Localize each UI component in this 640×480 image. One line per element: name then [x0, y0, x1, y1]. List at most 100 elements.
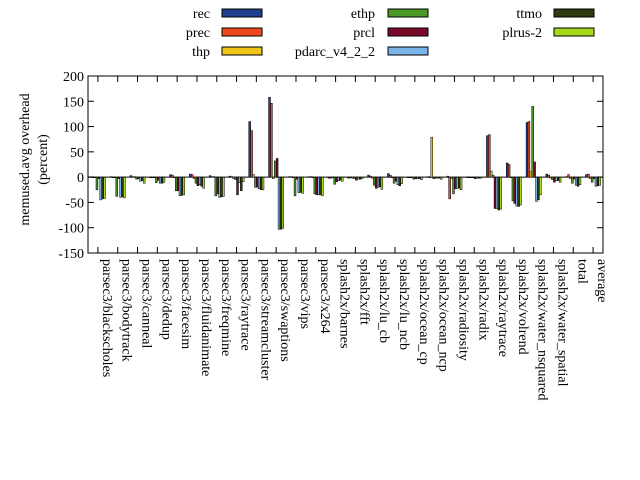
x-tick-label: total: [574, 259, 589, 284]
bar-prcl: [315, 176, 318, 196]
bar-ethp: [392, 176, 396, 184]
bar-ttmo: [259, 176, 263, 191]
bar-thp: [133, 176, 136, 178]
bar-ethp: [174, 176, 178, 192]
bar-plrus-2: [558, 176, 562, 183]
bar-thp: [410, 176, 414, 178]
bar-plrus-2: [281, 176, 285, 229]
legend-swatch: [387, 46, 429, 56]
x-tick-label: parsec3/bodytrack: [119, 259, 134, 362]
bar-rec: [347, 176, 350, 179]
bar-rec: [307, 176, 311, 178]
legend-label: prcl: [353, 26, 375, 41]
bar-prec: [428, 176, 432, 178]
y-tick-label: 0: [77, 171, 84, 186]
bar-prcl: [256, 176, 259, 188]
bar-rec: [486, 135, 489, 178]
y-label-line: memused.avg overhead: [18, 93, 33, 225]
bar-prcl: [553, 176, 556, 183]
bar-prcl: [137, 176, 140, 179]
bar-prec: [111, 176, 115, 178]
bar-ethp: [234, 176, 237, 180]
bar-ethp: [472, 176, 475, 178]
legend-label: rec: [193, 7, 210, 22]
legend-swatch: [221, 8, 263, 18]
bar-rec: [466, 176, 469, 178]
bar-ttmo: [438, 176, 441, 179]
bar-ethp: [274, 160, 277, 178]
bar-ethp: [254, 176, 257, 188]
bar-ethp: [511, 176, 515, 202]
bar-prcl: [493, 176, 497, 209]
bar-pdarc_v4_2_2: [456, 176, 459, 189]
bar-thp: [192, 176, 196, 179]
bar-pdarc_v4_2_2: [99, 176, 102, 201]
bar-ttmo: [319, 176, 322, 196]
bar-plrus-2: [321, 176, 324, 197]
bar-plrus-2: [598, 176, 601, 186]
bar-ttmo: [299, 176, 302, 193]
y-axis-label: memused.avg overhead (percent): [18, 93, 51, 225]
bar-pdarc_v4_2_2: [277, 176, 281, 230]
bar-ttmo: [418, 176, 421, 179]
chart-axes: -150 -100 -50 0 50 100 150 200: [58, 70, 604, 262]
y-tick-label: 150: [63, 95, 84, 110]
bar-pdarc_v4_2_2: [119, 176, 122, 198]
bar-prec: [547, 174, 550, 178]
x-tick-label: splash2x/fft: [356, 259, 371, 325]
bar-ttmo: [477, 176, 481, 179]
legend-swatch: [553, 27, 595, 37]
bar-thp: [272, 176, 275, 179]
legend-label: plrus-2: [502, 26, 542, 41]
bar-prec: [290, 176, 293, 178]
bar-thp: [153, 176, 156, 178]
bar-thp: [589, 176, 592, 179]
bar-thp: [331, 176, 334, 178]
bar-rec: [565, 176, 568, 178]
bar-plrus-2: [242, 176, 245, 182]
bar-thp: [529, 171, 533, 178]
bar-ttmo: [279, 176, 283, 230]
bar-prcl: [355, 176, 358, 181]
bar-prcl: [295, 176, 299, 180]
bar-rec: [129, 175, 133, 178]
y-label-line: (percent): [36, 134, 51, 185]
bar-prec: [131, 176, 134, 178]
bar-pdarc_v4_2_2: [515, 176, 518, 207]
bar-prcl: [117, 176, 120, 179]
x-tick-label: parsec3/canneal: [139, 259, 154, 348]
bar-ttmo: [141, 176, 144, 181]
bar-rec: [387, 173, 390, 178]
bar-plrus-2: [578, 176, 582, 185]
bar-ethp: [571, 176, 574, 184]
bar-pdarc_v4_2_2: [317, 176, 320, 196]
bar-pdarc_v4_2_2: [297, 176, 301, 194]
x-axis-ticks: parsec3/blackscholes parsec3/bodytrack par…: [97, 76, 609, 401]
bar-plrus-2: [539, 176, 542, 196]
plot-border: [87, 75, 604, 254]
bar-rec: [169, 174, 172, 178]
bar-prcl: [335, 176, 338, 182]
bar-thp: [490, 170, 493, 178]
bar-prec: [329, 176, 333, 179]
bar-ethp: [293, 176, 297, 197]
legend-swatch: [553, 8, 595, 18]
legend-swatch: [387, 8, 429, 18]
bar-plrus-2: [202, 176, 205, 189]
bar-rec: [506, 162, 509, 178]
bar-ttmo: [180, 176, 184, 196]
x-tick-label: splash2x/volrend: [515, 259, 530, 355]
bar-rec: [585, 174, 588, 178]
x-tick-label: parsec3/freqmine: [218, 259, 233, 356]
bar-plrus-2: [420, 176, 423, 180]
bar-plrus-2: [499, 176, 502, 210]
bar-plrus-2: [440, 176, 443, 180]
bar-pdarc_v4_2_2: [594, 176, 598, 187]
bar-prec: [488, 134, 491, 178]
bar-prec: [349, 176, 352, 178]
bar-pdarc_v4_2_2: [555, 176, 558, 181]
bar-ttmo: [378, 176, 382, 188]
bar-thp: [113, 176, 117, 178]
bar-prec: [587, 173, 590, 178]
bar-prec: [507, 164, 511, 178]
